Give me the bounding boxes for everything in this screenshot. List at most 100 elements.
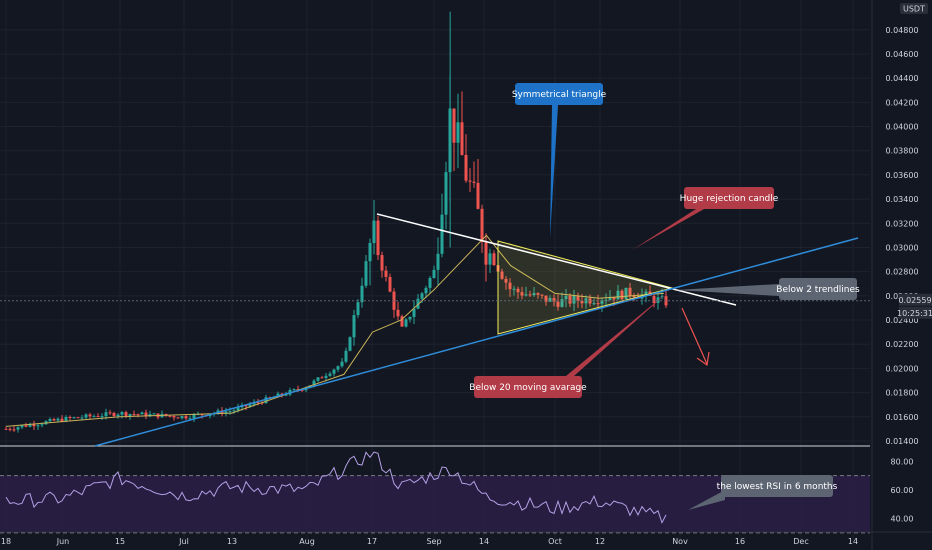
candle-body xyxy=(324,375,328,379)
candle-body xyxy=(112,412,116,417)
candle-body xyxy=(468,180,472,182)
time-tick-label: 14 xyxy=(848,537,858,546)
candle-body xyxy=(384,270,388,277)
candle-body xyxy=(472,181,476,183)
candle-body xyxy=(488,253,492,265)
candle-body xyxy=(484,241,488,265)
note-rejection-candle-text: Huge rejection candle xyxy=(680,194,779,204)
candle-body xyxy=(432,269,436,278)
candle-body xyxy=(344,350,348,362)
price-tag-text: 0.02559 xyxy=(898,296,931,305)
candle-body xyxy=(104,412,108,417)
candle-body xyxy=(140,412,144,415)
price-tick-label: 0.02400 xyxy=(885,316,918,325)
price-tick-label: 0.02000 xyxy=(885,364,918,373)
price-tick-label: 0.04000 xyxy=(885,123,918,132)
candle-body xyxy=(180,416,184,419)
candle-body xyxy=(616,290,620,300)
rsi-line xyxy=(5,451,667,524)
candle-body xyxy=(456,122,460,143)
candle-body xyxy=(656,297,660,303)
candle-body xyxy=(408,316,412,320)
candle-body xyxy=(520,292,524,296)
candle-body xyxy=(568,295,572,304)
price-tick-label: 0.04800 xyxy=(885,26,918,35)
note-below-trendlines-pointer xyxy=(676,284,779,296)
candle-body xyxy=(64,417,68,422)
candle-body xyxy=(256,402,260,404)
candle-body xyxy=(88,414,92,417)
rsi-tick-label: 60.00 xyxy=(891,486,914,495)
candle-body xyxy=(624,287,628,300)
candle-body xyxy=(128,414,132,416)
candle-body xyxy=(400,316,404,327)
candle-body xyxy=(412,308,416,317)
candle-body xyxy=(396,309,400,317)
candle-body xyxy=(40,424,44,426)
candle-body xyxy=(628,287,632,296)
candle-body xyxy=(524,294,528,296)
candle-body xyxy=(252,402,256,405)
price-tick-label: 0.02200 xyxy=(885,340,918,349)
candle-body xyxy=(508,282,512,290)
note-below-ma-box xyxy=(474,376,582,398)
candle-body xyxy=(560,299,564,307)
candle-body xyxy=(360,285,364,303)
candle-body xyxy=(24,425,28,427)
note-symmetrical-triangle-text: Symmetrical triangle xyxy=(512,90,607,100)
candle-body xyxy=(228,411,232,413)
candle-body xyxy=(552,298,556,302)
candle-body xyxy=(136,414,140,416)
candle-body xyxy=(348,337,352,351)
candle-body xyxy=(316,377,320,381)
candle-body xyxy=(320,377,324,379)
candle-body xyxy=(148,414,152,417)
candle-body xyxy=(532,293,536,296)
candle-body xyxy=(100,416,104,418)
candle-body xyxy=(512,288,516,290)
candle-body xyxy=(184,416,188,419)
candle-body xyxy=(420,293,424,299)
time-tick-label: 17 xyxy=(367,537,377,546)
candle-body xyxy=(76,417,80,419)
candle-body xyxy=(632,295,636,298)
candle-body xyxy=(352,315,356,338)
candle-body xyxy=(536,293,540,295)
candle-body xyxy=(172,416,176,418)
symmetrical-triangle xyxy=(497,240,674,335)
candle-body xyxy=(52,419,56,421)
candle-body xyxy=(192,414,196,419)
candle-body xyxy=(644,291,648,295)
candle-body xyxy=(340,361,344,367)
note-below-ma-text: Below 20 moving avarage xyxy=(469,383,587,393)
candle-body xyxy=(276,393,280,397)
candle-body xyxy=(8,428,12,430)
candle-body xyxy=(336,366,340,370)
candle-body xyxy=(32,424,36,427)
time-tick-label: 15 xyxy=(115,537,125,546)
candle-body xyxy=(608,297,612,300)
candle-body xyxy=(332,369,336,374)
candle-body xyxy=(556,301,560,307)
candle-body xyxy=(548,298,552,302)
candle-body xyxy=(84,414,88,418)
price-tick-label: 0.02800 xyxy=(885,268,918,277)
candle-body xyxy=(16,427,20,430)
candle-body xyxy=(60,418,64,422)
candle-body xyxy=(132,414,136,416)
candle-body xyxy=(152,413,156,415)
support-trendline xyxy=(94,237,859,447)
note-lowest-rsi-box xyxy=(721,475,833,497)
candle-body xyxy=(144,412,148,417)
price-tick-label: 0.04400 xyxy=(885,74,918,83)
candle-body xyxy=(68,417,72,419)
currency-label: USDT xyxy=(903,5,925,14)
projection-arrow-head xyxy=(696,351,710,367)
note-below-trendlines: Below 2 trendlines xyxy=(676,278,860,300)
candle-body xyxy=(540,294,544,296)
candle-body xyxy=(168,415,172,417)
candle-body xyxy=(428,277,432,288)
price-tick-label: 0.03600 xyxy=(885,171,918,180)
